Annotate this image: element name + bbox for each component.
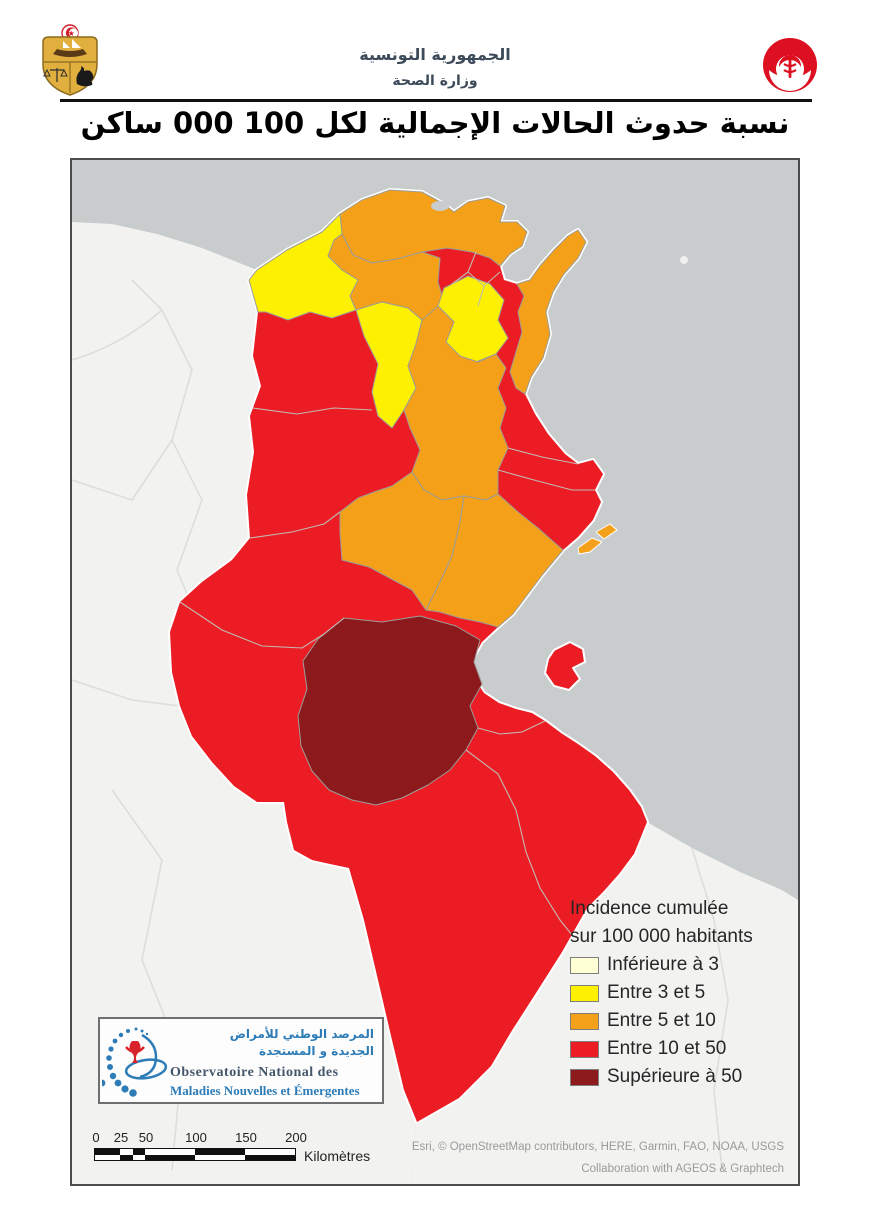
legend-label: Inférieure à 3 xyxy=(607,954,719,975)
region-sfax[interactable] xyxy=(425,493,564,628)
bizerte-lake xyxy=(431,201,449,211)
legend-swatch-yellow xyxy=(570,984,599,1002)
legend-item: Entre 3 et 5 xyxy=(570,979,795,1007)
region-djerba-island[interactable] xyxy=(544,641,586,691)
scale-tick: 200 xyxy=(285,1130,307,1145)
legend-item: Inférieure à 3 xyxy=(570,951,795,979)
ministry-of-health-logo-icon xyxy=(763,38,817,92)
map-frame: Incidence cumulée sur 100 000 habitants … xyxy=(70,158,800,1186)
legend-label: Supérieure à 50 xyxy=(607,1066,743,1087)
internal-borders xyxy=(179,251,595,936)
legend-item: Supérieure à 50 xyxy=(570,1063,795,1091)
scale-bar-ticks: 0 25 50 100 150 200 xyxy=(92,1130,394,1146)
legend-swatch-orange xyxy=(570,1012,599,1030)
legend-title-line1: Incidence cumulée xyxy=(570,898,729,919)
scale-bar-unit: Kilomètres xyxy=(304,1148,371,1164)
galite-island xyxy=(680,256,688,264)
algeria-land xyxy=(72,222,416,1184)
legend-label: Entre 5 et 10 xyxy=(607,1010,716,1031)
legend-item: Entre 10 et 50 xyxy=(570,1035,795,1063)
header: الجمهورية التونسية وزارة الصحة xyxy=(0,0,870,104)
attribution-line1: Esri, © OpenStreetMap contributors, HERE… xyxy=(411,1141,784,1153)
onmne-french-line1: Observatoire National des xyxy=(170,1065,339,1080)
legend-label: Entre 3 et 5 xyxy=(607,982,706,1003)
scale-bar-blocks xyxy=(94,1148,296,1161)
tunisia-coat-of-arms-icon xyxy=(42,24,98,96)
scale-tick: 100 xyxy=(185,1130,207,1145)
region-kerkennah-islands[interactable] xyxy=(595,523,618,540)
ministry-title: وزارة الصحة xyxy=(392,73,478,89)
attribution-line2: Collaboration with AGEOS & Graphtech xyxy=(581,1163,784,1175)
region-kairouan[interactable] xyxy=(403,305,509,501)
scale-tick: 150 xyxy=(235,1130,257,1145)
legend-swatch-pale-yellow xyxy=(570,956,599,974)
scale-tick: 0 xyxy=(92,1130,100,1145)
legend-swatch-red xyxy=(570,1040,599,1058)
scale-tick: 25 xyxy=(113,1130,129,1145)
onmne-french-line2: Maladies Nouvelles et Émergentes xyxy=(170,1083,360,1098)
legend-swatch-dark-red xyxy=(570,1068,599,1086)
legend-title-line2: sur 100 000 habitants xyxy=(570,926,753,947)
region-kerkennah-islands[interactable] xyxy=(577,537,603,555)
page-title: نسبة حدوث الحالات الإجمالية لكل 100 000 … xyxy=(80,106,790,140)
header-divider xyxy=(60,99,812,102)
scale-bar: 0 25 50 100 150 200 Kilomètres xyxy=(92,1130,394,1164)
republic-title: الجمهورية التونسية xyxy=(359,45,511,64)
onmne-logo-box: المرصد الوطني للأمراض الجديدة و المستجدة… xyxy=(98,1017,384,1104)
scale-tick: 50 xyxy=(138,1130,154,1145)
governorates xyxy=(248,189,618,806)
map-attribution: Esri, © OpenStreetMap contributors, HERE… xyxy=(364,1136,784,1180)
choropleth-map[interactable] xyxy=(72,160,798,1184)
region-nabeul[interactable] xyxy=(509,229,587,395)
map-legend: Incidence cumulée sur 100 000 habitants … xyxy=(570,895,795,1091)
legend-item: Entre 5 et 10 xyxy=(570,1007,795,1035)
region-kebili[interactable] xyxy=(297,615,483,806)
legend-label: Entre 10 et 50 xyxy=(607,1038,727,1059)
libya-land xyxy=(412,822,798,1184)
onmne-logo-icon xyxy=(102,1027,168,1097)
region-jendouba[interactable] xyxy=(248,213,359,321)
header-text: الجمهورية التونسية وزارة الصحة xyxy=(235,44,635,96)
onmne-arabic-text: المرصد الوطني للأمراض الجديدة و المستجدة xyxy=(229,1027,374,1058)
